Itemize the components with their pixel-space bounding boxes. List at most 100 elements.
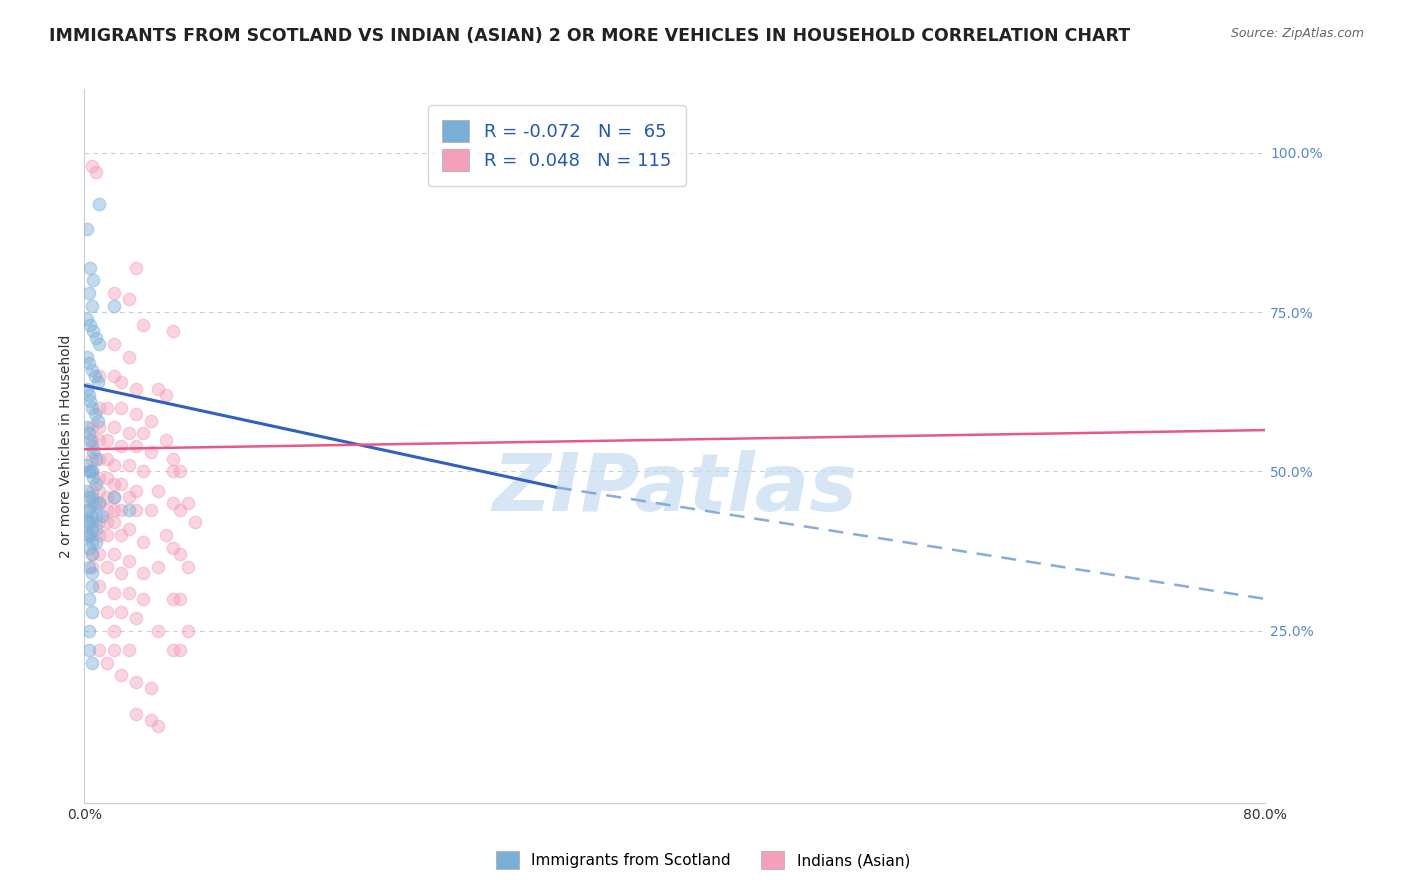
Point — [110, 566, 132, 581]
Point — [103, 643, 125, 657]
Point — [162, 591, 184, 606]
Point — [148, 624, 170, 638]
Point — [84, 331, 107, 345]
Point — [80, 401, 103, 415]
Point — [91, 509, 114, 524]
Point — [139, 445, 162, 459]
Point — [103, 490, 125, 504]
Point — [103, 299, 125, 313]
Point — [80, 656, 103, 670]
Point — [87, 368, 111, 383]
Point — [96, 471, 118, 485]
Point — [118, 490, 141, 504]
Point — [80, 528, 103, 542]
Point — [80, 465, 103, 479]
Point — [77, 560, 100, 574]
Point — [77, 426, 100, 441]
Point — [103, 368, 125, 383]
Point — [169, 591, 191, 606]
Point — [87, 337, 111, 351]
Point — [84, 509, 107, 524]
Text: Source: ZipAtlas.com: Source: ZipAtlas.com — [1230, 27, 1364, 40]
Point — [82, 324, 104, 338]
Point — [87, 483, 111, 498]
Point — [77, 465, 100, 479]
Point — [77, 490, 100, 504]
Point — [76, 458, 98, 472]
Point — [80, 560, 103, 574]
Point — [82, 471, 104, 485]
Point — [125, 502, 148, 516]
Point — [80, 451, 103, 466]
Point — [79, 465, 101, 479]
Point — [169, 643, 191, 657]
Point — [76, 528, 98, 542]
Point — [76, 420, 98, 434]
Point — [87, 496, 111, 510]
Point — [177, 496, 200, 510]
Point — [110, 401, 132, 415]
Point — [96, 516, 118, 530]
Point — [80, 299, 103, 313]
Point — [118, 554, 141, 568]
Point — [77, 624, 100, 638]
Point — [83, 496, 105, 510]
Point — [162, 451, 184, 466]
Point — [118, 350, 141, 364]
Point — [103, 624, 125, 638]
Point — [80, 516, 103, 530]
Point — [132, 591, 155, 606]
Point — [169, 547, 191, 561]
Point — [125, 706, 148, 721]
Point — [80, 159, 103, 173]
Text: ZIPatlas: ZIPatlas — [492, 450, 858, 528]
Point — [80, 509, 103, 524]
Point — [83, 368, 105, 383]
Point — [77, 643, 100, 657]
Point — [87, 643, 111, 657]
Y-axis label: 2 or more Vehicles in Household: 2 or more Vehicles in Household — [59, 334, 73, 558]
Point — [125, 439, 148, 453]
Point — [84, 451, 107, 466]
Point — [125, 611, 148, 625]
Point — [125, 674, 148, 689]
Point — [80, 579, 103, 593]
Point — [79, 260, 101, 275]
Point — [77, 591, 100, 606]
Point — [80, 433, 103, 447]
Point — [80, 490, 103, 504]
Point — [80, 465, 103, 479]
Point — [132, 534, 155, 549]
Point — [80, 547, 103, 561]
Point — [125, 260, 148, 275]
Point — [118, 643, 141, 657]
Point — [96, 401, 118, 415]
Point — [76, 311, 98, 326]
Point — [110, 528, 132, 542]
Point — [80, 534, 103, 549]
Point — [148, 483, 170, 498]
Point — [79, 318, 101, 332]
Point — [103, 585, 125, 599]
Point — [118, 293, 141, 307]
Point — [118, 426, 141, 441]
Point — [87, 547, 111, 561]
Point — [80, 605, 103, 619]
Point — [80, 522, 103, 536]
Legend: Immigrants from Scotland, Indians (Asian): Immigrants from Scotland, Indians (Asian… — [489, 845, 917, 875]
Point — [96, 433, 118, 447]
Point — [162, 496, 184, 510]
Point — [169, 502, 191, 516]
Point — [96, 605, 118, 619]
Point — [87, 420, 111, 434]
Legend: R = -0.072   N =  65, R =  0.048   N = 115: R = -0.072 N = 65, R = 0.048 N = 115 — [427, 105, 686, 186]
Point — [87, 197, 111, 211]
Point — [103, 477, 125, 491]
Point — [132, 465, 155, 479]
Point — [177, 560, 200, 574]
Point — [155, 528, 177, 542]
Point — [96, 656, 118, 670]
Point — [76, 516, 98, 530]
Point — [103, 502, 125, 516]
Point — [155, 388, 177, 402]
